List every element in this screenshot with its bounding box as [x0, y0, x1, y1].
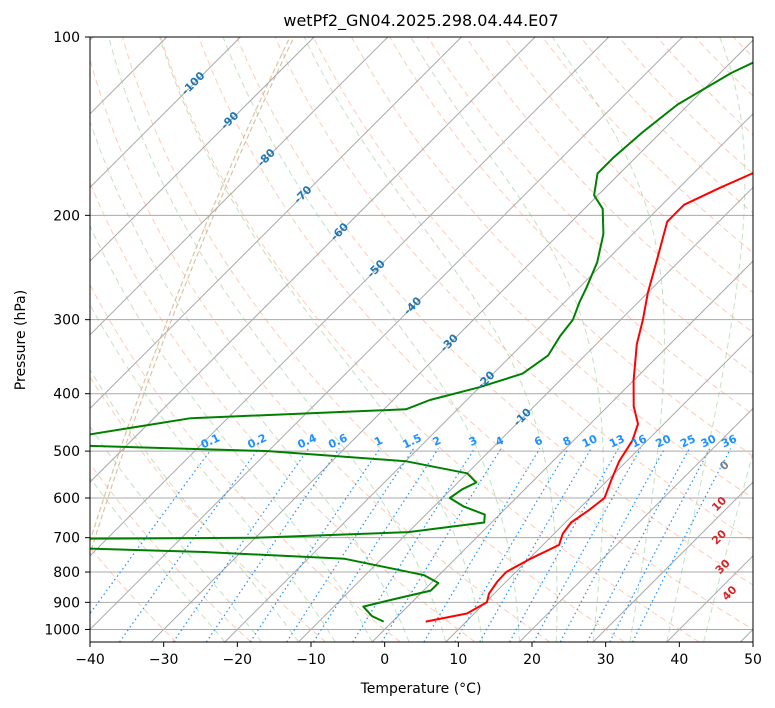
- dry-adiabat: [274, 37, 753, 542]
- x-tick-label: 40: [670, 652, 688, 668]
- mixing-ratio-line: [313, 448, 439, 642]
- x-axis-label: Temperature (°C): [360, 681, 482, 697]
- y-tick-label: 900: [53, 595, 80, 611]
- isotherm: [150, 39, 753, 642]
- y-tick-label: 400: [53, 387, 80, 403]
- isotherm: [592, 481, 753, 642]
- y-tick-label: 1000: [44, 622, 80, 638]
- mixing-ratio-line: [352, 448, 476, 642]
- mixing-ratio-line: [609, 448, 711, 642]
- x-tick-label: 10: [449, 652, 467, 668]
- dry-adiabat: [236, 37, 753, 586]
- moist-adiabat: [108, 37, 447, 642]
- dry-adiabat: [90, 57, 550, 642]
- mixing-ratio-label: 16: [629, 432, 649, 450]
- y-tick-label: 100: [53, 30, 80, 46]
- moist-adiabat: [410, 37, 604, 642]
- series-dewpoint-line: [90, 61, 753, 623]
- isotherm: [224, 113, 753, 642]
- mixing-ratio-label: 13: [607, 432, 626, 450]
- isotherm: [90, 37, 389, 336]
- moist-adiabat: [90, 476, 226, 642]
- dry-adiabat: [121, 37, 625, 642]
- moist-adiabat: [90, 303, 336, 642]
- mixing-ratio-line: [632, 448, 732, 642]
- moist-adiabat: [551, 37, 665, 642]
- moist-adiabat: [666, 37, 746, 642]
- plot-frame: [89, 36, 754, 643]
- moist-adiabat: [90, 224, 373, 642]
- tan-curve: [90, 37, 291, 544]
- y-tick-label: 600: [53, 491, 80, 507]
- mixing-ratio-line: [454, 448, 569, 642]
- mixing-ratio-label: 30: [699, 432, 719, 450]
- isotherm: [90, 37, 462, 410]
- isotherm: [90, 37, 241, 189]
- tan-curve: [90, 37, 295, 557]
- moist-adiabat: [222, 37, 520, 642]
- mixing-ratio-line: [249, 448, 381, 642]
- mixing-ratio-line: [205, 448, 340, 642]
- mixing-ratio-label: 20: [654, 432, 674, 450]
- x-tick-label: −40: [75, 652, 105, 668]
- plot-area: [90, 37, 753, 642]
- x-tick-label: −30: [149, 652, 179, 668]
- y-tick-label: 500: [53, 444, 80, 460]
- isotherm: [371, 260, 753, 642]
- x-tick-label: 0: [380, 652, 389, 668]
- moist-adiabat: [159, 37, 484, 642]
- x-axis: −40 −30 −20 −10 0 10 20 30 40 50: [75, 642, 762, 668]
- mixing-ratio-line: [286, 448, 415, 642]
- dry-adiabat: [160, 37, 700, 642]
- y-tick-label: 300: [53, 313, 80, 329]
- y-tick-label: 700: [53, 531, 80, 547]
- y-tick-label: 800: [53, 565, 80, 581]
- x-tick-label: 20: [523, 652, 541, 668]
- mixing-ratio-line: [90, 448, 213, 615]
- mixing-ratio-label: 36: [719, 432, 739, 450]
- isotherm: [90, 37, 683, 631]
- x-tick-label: −20: [223, 652, 253, 668]
- isotherm: [90, 37, 536, 483]
- moist-adiabat: [90, 425, 262, 642]
- isotherm: [90, 37, 315, 262]
- mixing-ratio-line: [509, 448, 619, 642]
- y-tick-label: 200: [53, 208, 80, 224]
- x-tick-label: 30: [597, 652, 615, 668]
- moist-adiabat: [703, 451, 753, 642]
- moist-adiabat: [90, 119, 410, 642]
- isotherm: [519, 407, 753, 642]
- y-axis-label: Pressure (hPa): [13, 290, 29, 390]
- isotherm: [90, 37, 610, 557]
- series-temperature-line: [425, 172, 753, 623]
- dry-adiabat: [503, 37, 753, 294]
- mixing-ratio-label: 25: [678, 432, 697, 450]
- chart-title: wetPf2_GN04.2025.298.04.44.E07: [283, 11, 558, 31]
- x-tick-label: 50: [744, 652, 762, 668]
- y-axis: 100 200 300 400 500 600 700 800 900 1000: [44, 30, 90, 638]
- isotherm: [445, 334, 753, 642]
- mixing-ratio-line: [381, 448, 502, 642]
- isotherm: [298, 186, 753, 642]
- moist-adiabat: [303, 37, 558, 642]
- dry-adiabat: [198, 37, 753, 630]
- dry-adiabat: [312, 37, 753, 499]
- x-tick-label: −10: [296, 652, 326, 668]
- mixing-ratio-label: 10: [580, 432, 600, 450]
